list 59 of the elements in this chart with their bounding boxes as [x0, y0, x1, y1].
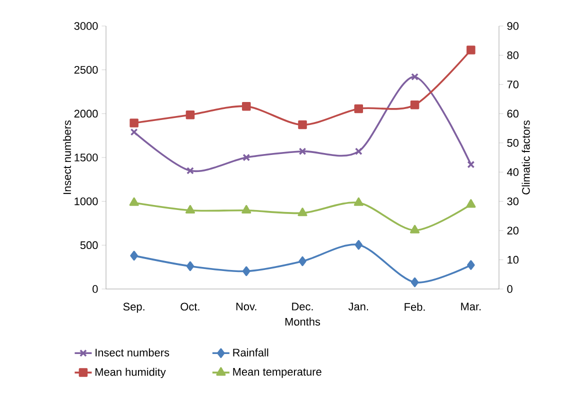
point: [410, 224, 420, 234]
y2-tick-label: 30: [507, 197, 519, 206]
point: [130, 128, 138, 136]
y2-tick-label: 20: [507, 226, 519, 234]
y2-tick-label: 60: [507, 110, 519, 118]
x-tick-label: Sep.: [123, 302, 144, 313]
point: [130, 250, 138, 261]
point: [410, 277, 419, 288]
point: [185, 205, 195, 214]
y2-tick-label: 90: [507, 22, 519, 30]
y-tick-label: 2500: [74, 66, 98, 74]
point: [242, 102, 251, 111]
x-tick-label: Dec.: [292, 302, 313, 310]
point: [298, 120, 307, 130]
point: [466, 46, 476, 54]
legend-label: Insect numbers: [96, 348, 170, 356]
x-tick-label: Jan.: [348, 302, 368, 310]
y-tick-label: 2000: [74, 110, 98, 118]
point: [466, 199, 476, 208]
x-axis-title: Months: [285, 318, 320, 326]
point: [298, 148, 306, 156]
point: [354, 240, 363, 250]
point: [354, 197, 364, 206]
point: [354, 104, 364, 114]
point: [242, 154, 250, 162]
point: [411, 73, 418, 81]
y-axis-title: Insect numbers: [62, 120, 72, 194]
y2-tick-label: 40: [507, 168, 519, 176]
y2-axis-title: Climatic factors: [522, 120, 530, 194]
y-tick-label: 0: [92, 285, 98, 293]
point: [129, 197, 139, 206]
point: [186, 261, 194, 272]
y2-tick-label: 70: [507, 80, 519, 88]
point: [130, 118, 138, 128]
point: [242, 266, 250, 276]
y2-tick-label: 80: [507, 51, 519, 60]
point: [186, 166, 194, 174]
point: [242, 205, 252, 214]
x-tick-label: Oct.: [180, 302, 200, 311]
y-tick-label: 1500: [74, 154, 98, 162]
point: [298, 208, 308, 216]
point: [298, 256, 306, 266]
x-tick-label: Mar.: [461, 302, 481, 310]
legend-label: Rainfall: [233, 348, 268, 356]
y-tick-label: 500: [80, 241, 98, 250]
legend-label: Mean temperature: [233, 368, 322, 378]
point: [410, 100, 420, 110]
y-tick-label: 3000: [74, 22, 98, 30]
legend-label: Mean humidity: [96, 368, 166, 378]
x-tick-label: Nov.: [236, 302, 256, 310]
point: [467, 160, 475, 168]
y2-tick-label: 0: [507, 285, 512, 293]
point: [354, 148, 362, 156]
x-tick-label: Feb.: [404, 302, 425, 311]
y2-tick-label: 50: [507, 139, 519, 147]
point: [467, 260, 475, 270]
y-tick-label: 1000: [74, 197, 98, 206]
point: [186, 110, 195, 120]
y2-tick-label: 10: [508, 256, 519, 264]
